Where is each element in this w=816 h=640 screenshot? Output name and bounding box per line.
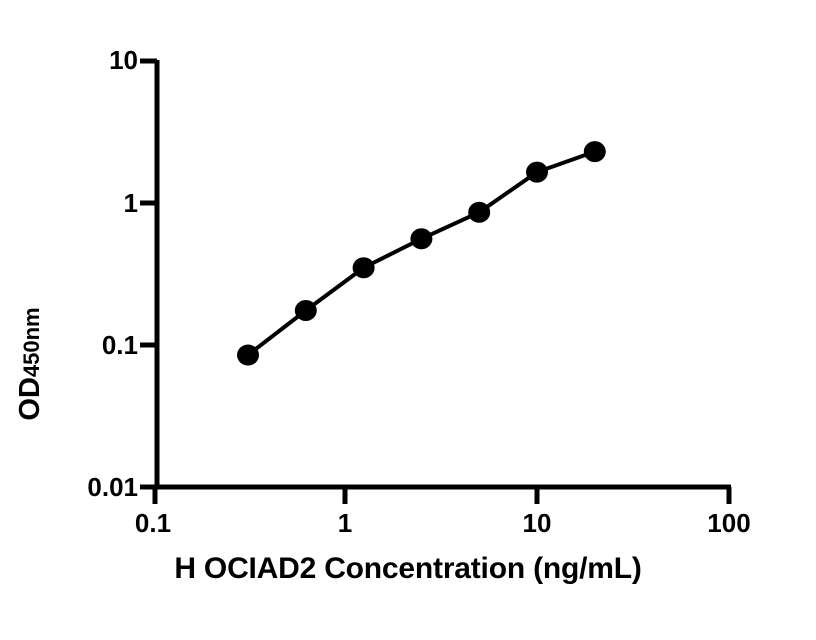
standard-curve-line: [246, 149, 597, 358]
x-tick-label-1: 1: [337, 508, 353, 538]
data-point: [410, 228, 433, 250]
x-axis-title: H OCIAD2 Concentration (ng/mL): [174, 552, 642, 585]
x-tick-label-10: 10: [522, 508, 552, 538]
data-point: [237, 344, 260, 366]
x-tick-label-100: 100: [707, 508, 751, 538]
data-point: [526, 161, 548, 183]
y-tick-label-1: 1: [123, 188, 138, 218]
y-tick-label-0.01: 0.01: [87, 472, 138, 502]
data-point: [468, 201, 491, 223]
x-tick-label-0.1: 0.1: [134, 508, 172, 538]
data-point: [583, 141, 606, 163]
data-point-markers: [237, 141, 606, 366]
y-tick-label-10: 10: [109, 45, 138, 75]
data-point: [352, 257, 375, 279]
y-tick-label-0.1: 0.1: [101, 330, 138, 360]
data-point: [294, 299, 317, 321]
